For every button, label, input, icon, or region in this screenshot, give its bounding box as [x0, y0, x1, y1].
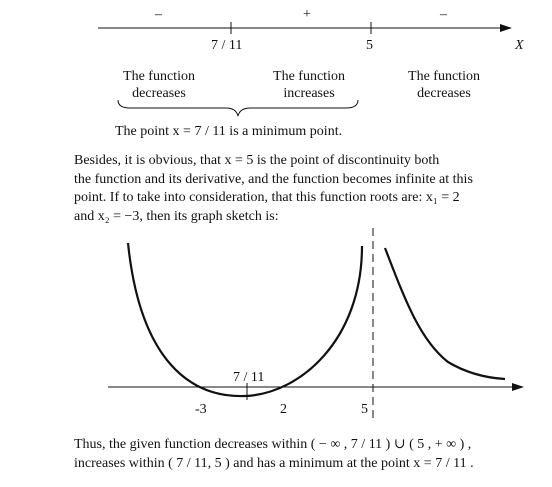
paragraph-line-4: and x₂ = −3, then its graph sketch is:: [74, 208, 279, 224]
axis-label-x: X: [515, 38, 524, 53]
interval-3-line2: decreases: [417, 86, 471, 101]
interval-brace: [117, 99, 359, 117]
interval-2-line2: increases: [283, 86, 335, 101]
minimum-point-sentence: The point x = 7 / 11 is a minimum point.: [115, 124, 343, 139]
sign-axis-arrow: [500, 24, 512, 32]
conclusion-paragraph: Thus, the given function decreases withi…: [74, 436, 550, 473]
graph-x-axis-arrow: [512, 383, 524, 391]
paragraph-line-3: point. If to take into consideration, th…: [74, 190, 460, 205]
sign-positive: +: [303, 7, 311, 22]
paragraph-line-2: the function and its derivative, and the…: [74, 171, 473, 187]
graph-root-right-label: 2: [280, 402, 287, 417]
interval-1-line1: The function: [123, 69, 195, 84]
interval-2-line1: The function: [273, 69, 345, 84]
function-graph: [108, 228, 524, 420]
graph-root-left-label: -3: [195, 402, 207, 417]
interval-3-line1: The function: [408, 69, 480, 84]
left-branch-curve: [126, 242, 364, 398]
discontinuity-paragraph: Besides, it is obvious, that x = 5 is th…: [74, 152, 550, 226]
conclusion-line-2: increases within ( 7 / 11, 5 ) and has a…: [74, 455, 474, 471]
interval-1-label: The function decreases: [104, 68, 214, 102]
interval-1-line2: decreases: [132, 86, 186, 101]
tick-label-5: 5: [366, 38, 373, 53]
tick-label-7-11: 7 / 11: [211, 38, 243, 53]
interval-3-label: The function decreases: [389, 68, 499, 102]
sign-line: [98, 22, 512, 117]
interval-2-label: The function increases: [254, 68, 364, 102]
paragraph-line-1: Besides, it is obvious, that x = 5 is th…: [74, 153, 440, 168]
graph-asymptote-label: 5: [361, 402, 368, 417]
graph-min-label: 7 / 11: [233, 370, 265, 385]
conclusion-line-1: Thus, the given function decreases withi…: [74, 437, 472, 452]
sign-negative-left: –: [155, 7, 162, 22]
right-branch-curve: [383, 247, 506, 381]
sign-negative-right: –: [440, 7, 447, 22]
